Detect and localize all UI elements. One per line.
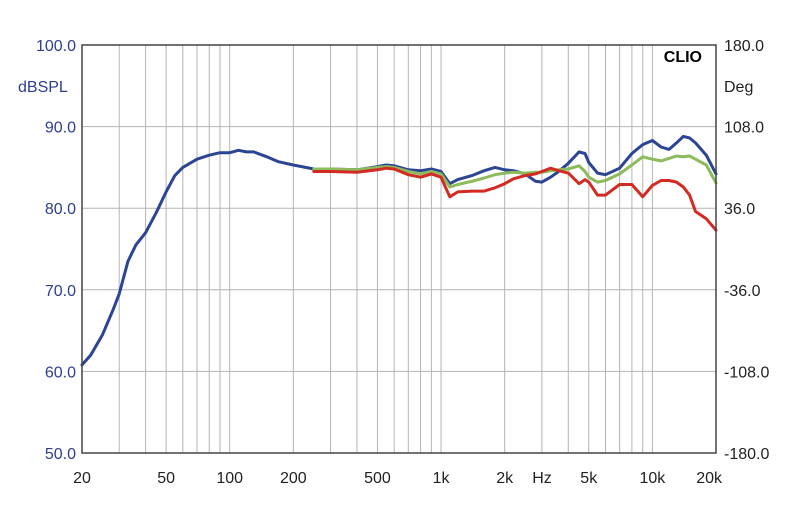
- y2-tick-label: 180.0: [724, 38, 764, 55]
- y-tick-label: 90.0: [45, 120, 76, 137]
- y2-tick-label: -108.0: [724, 364, 769, 381]
- x-tick-label: 50: [157, 470, 175, 487]
- x-tick-label: 2k: [496, 470, 514, 487]
- x-tick-label: 100: [216, 470, 243, 487]
- series-line-1: [80, 134, 718, 367]
- y2-axis-label: Deg: [724, 79, 753, 96]
- x-tick-label: 500: [364, 470, 391, 487]
- x-tick-label: 20k: [696, 470, 723, 487]
- series-line-2: [312, 154, 718, 189]
- y2-tick-label: 108.0: [724, 120, 764, 137]
- series-lines: [80, 134, 718, 367]
- plot-border: [81, 44, 717, 454]
- plot-background: [82, 45, 716, 453]
- x-tick-label: 200: [280, 470, 307, 487]
- y-tick-label: 80.0: [45, 201, 76, 218]
- x-tick-labels: 20 50 100 200 500 1k 2k 5k 10k 20k: [73, 470, 723, 487]
- y2-tick-label: -36.0: [724, 283, 761, 300]
- y-tick-labels: 100.0 90.0 80.0 70.0 60.0 50.0: [36, 38, 76, 463]
- x-tick-label: 10k: [639, 470, 666, 487]
- y-tick-label: 50.0: [45, 446, 76, 463]
- y2-tick-label: 36.0: [724, 201, 755, 218]
- y-tick-label: 70.0: [45, 283, 76, 300]
- x-tick-label: 20: [73, 470, 91, 487]
- grid-lines: [82, 45, 716, 453]
- y2-tick-labels: 180.0 108.0 36.0 -36.0 -108.0 -180.0: [724, 38, 769, 463]
- x-axis-label: Hz: [532, 470, 552, 487]
- brand-label: CLIO: [664, 49, 702, 66]
- y-axis-label: dBSPL: [18, 79, 68, 96]
- y-tick-label: 60.0: [45, 364, 76, 381]
- x-tick-label: 5k: [580, 470, 598, 487]
- x-tick-label: 1k: [433, 470, 451, 487]
- y-tick-label: 100.0: [36, 38, 76, 55]
- series-line-3: [312, 166, 718, 232]
- y2-tick-label: -180.0: [724, 446, 769, 463]
